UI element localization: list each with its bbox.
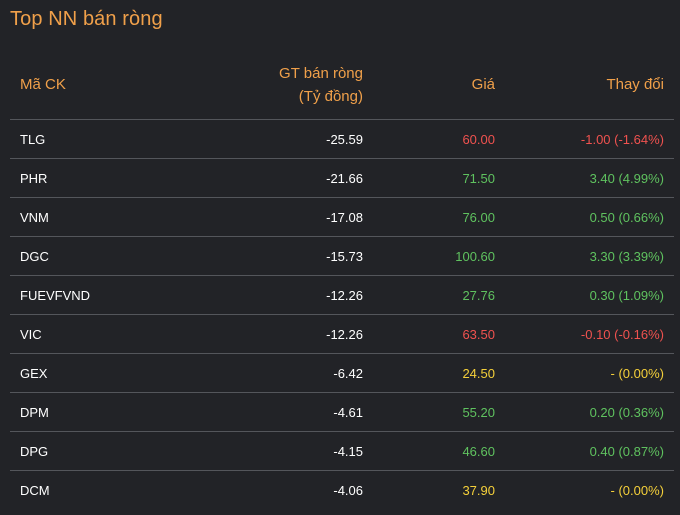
price-cell: 63.50 [373, 314, 505, 354]
change-cell: 0.50 (0.66%) [505, 197, 674, 237]
net-sell-table: Mã CK GT bán ròng (Tỷ đồng) Giá Thay đổi… [10, 50, 674, 509]
price-cell: 46.60 [373, 431, 505, 471]
table-row[interactable]: VIC -12.26 63.50 -0.10 (-0.16%) [10, 314, 674, 354]
price-cell: 76.00 [373, 197, 505, 237]
symbol-cell[interactable]: PHR [10, 158, 120, 198]
net-sell-value-cell: -6.42 [120, 353, 373, 393]
symbol-cell[interactable]: GEX [10, 353, 120, 393]
price-cell: 60.00 [373, 119, 505, 159]
col-header-value-line1: GT bán ròng [279, 64, 363, 82]
price-cell: 37.90 [462, 482, 495, 498]
col-header-symbol-label: Mã CK [20, 76, 66, 93]
net-sell-value-cell: -25.59 [120, 119, 373, 159]
price-cell: 24.50 [373, 353, 505, 393]
price-cell: 71.50 [373, 158, 505, 198]
change-cell: 3.30 (3.39%) [505, 236, 674, 276]
net-sell-value-cell: -4.15 [120, 431, 373, 471]
change-cell: -0.10 (-0.16%) [505, 314, 674, 354]
change-cell: - (0.00%) [505, 353, 674, 393]
table-header: Mã CK GT bán ròng (Tỷ đồng) Giá Thay đổi [10, 50, 674, 120]
table-row[interactable]: DPG -4.15 46.60 0.40 (0.87%) [10, 431, 674, 471]
net-sell-value-cell: -21.66 [120, 158, 373, 198]
change-cell: 3.40 (4.99%) [505, 158, 674, 198]
net-sell-value-cell: -4.61 [120, 392, 373, 432]
table-row[interactable]: TLG -25.59 60.00 -1.00 (-1.64%) [10, 119, 674, 159]
col-header-change-label: Thay đổi [606, 76, 664, 93]
table-row[interactable]: FUEVFVND -12.26 27.76 0.30 (1.09%) [10, 275, 674, 315]
net-sell-value-cell: -12.26 [120, 275, 373, 315]
price-cell: 27.76 [373, 275, 505, 315]
symbol-cell[interactable]: TLG [10, 119, 120, 159]
change-cell: - (0.00%) [610, 482, 664, 498]
symbol-cell[interactable]: DCM [20, 482, 50, 498]
price-cell: 55.20 [373, 392, 505, 432]
header-row: Mã CK GT bán ròng (Tỷ đồng) Giá Thay đổi [10, 50, 674, 120]
table-row[interactable]: DGC -15.73 100.60 3.30 (3.39%) [10, 236, 674, 276]
symbol-cell[interactable]: DPG [10, 431, 120, 471]
table-body: TLG -25.59 60.00 -1.00 (-1.64%) PHR -21.… [10, 119, 674, 510]
col-header-price[interactable]: Giá [373, 50, 505, 120]
table-row[interactable]: DCM -4.06 37.90 - (0.00%) [10, 471, 674, 510]
change-cell: 0.30 (1.09%) [505, 275, 674, 315]
symbol-cell[interactable]: DGC [10, 236, 120, 276]
net-sell-value-cell: -15.73 [120, 236, 373, 276]
col-header-price-label: Giá [471, 76, 495, 93]
price-cell: 100.60 [373, 236, 505, 276]
change-cell: -1.00 (-1.64%) [505, 119, 674, 159]
table-row[interactable]: GEX -6.42 24.50 - (0.00%) [10, 353, 674, 393]
col-header-change[interactable]: Thay đổi [505, 50, 674, 120]
symbol-cell[interactable]: DPM [10, 392, 120, 432]
page-title: Top NN bán ròng [10, 8, 163, 30]
symbol-cell[interactable]: FUEVFVND [10, 275, 120, 315]
table-row[interactable]: PHR -21.66 71.50 3.40 (4.99%) [10, 158, 674, 198]
symbol-cell[interactable]: VNM [10, 197, 120, 237]
col-header-symbol[interactable]: Mã CK [10, 50, 120, 120]
change-cell: 0.40 (0.87%) [505, 431, 674, 471]
col-header-net-sell-value[interactable]: GT bán ròng (Tỷ đồng) [120, 50, 373, 120]
symbol-cell[interactable]: VIC [10, 314, 120, 354]
change-cell: 0.20 (0.36%) [505, 392, 674, 432]
table-row[interactable]: VNM -17.08 76.00 0.50 (0.66%) [10, 197, 674, 237]
net-sell-value-cell: -4.06 [333, 482, 363, 498]
net-sell-value-cell: -17.08 [120, 197, 373, 237]
net-sell-value-cell: -12.26 [120, 314, 373, 354]
col-header-value-line2: (Tỷ đồng) [298, 87, 363, 105]
table-row[interactable]: DPM -4.61 55.20 0.20 (0.36%) [10, 392, 674, 432]
